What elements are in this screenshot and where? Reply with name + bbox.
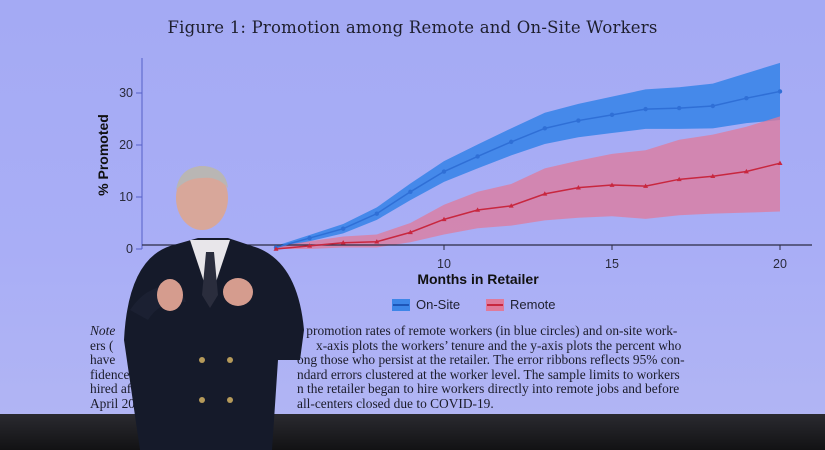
remote-line [275, 162, 781, 250]
on-site-point [307, 235, 312, 241]
note-line-left: hired aft [90, 381, 135, 397]
legend-on-site: On-Site [392, 297, 460, 312]
note-line-right: e promotion rates of remote workers (in … [297, 323, 678, 338]
note-line-left: ers ( [90, 337, 114, 353]
on-site-point [341, 226, 346, 231]
on-site-point [509, 139, 514, 145]
on-site-point [609, 112, 615, 118]
remote-point [676, 176, 682, 182]
on-site-line [275, 90, 781, 249]
on-site-swatch-icon [392, 298, 410, 311]
remote-confidence-band [276, 116, 780, 250]
on-site-point [777, 89, 783, 94]
note-line-left: fidence i [90, 366, 137, 382]
note-line-right: ong those who persist at the retailer. T… [297, 352, 685, 368]
x-tick-label: 20 [773, 257, 787, 271]
note-line-left: April 202 [90, 396, 142, 411]
remote-point [508, 203, 514, 208]
x-axis-label: Months in Retailer [417, 271, 539, 287]
remote-point [475, 207, 481, 212]
remote-point [777, 160, 783, 165]
note-line-left: have [90, 352, 116, 368]
note-line-right: ndard errors clustered at the worker lev… [297, 366, 680, 382]
note-line-right: n the retailer began to hire workers dir… [297, 381, 680, 397]
y-axis-label: % Promoted [95, 114, 111, 196]
remote-point [542, 191, 548, 196]
legend-remote: Remote [486, 297, 556, 312]
remote-point [575, 185, 581, 190]
presenter [124, 166, 304, 450]
on-site-point [408, 189, 413, 194]
note-line-left: Note [90, 323, 116, 338]
remote-point [273, 246, 279, 251]
on-site-point [643, 106, 648, 112]
promotion-chart: 0 10 20 30 10 15 20 % Promoted Months in Retai… [95, 58, 812, 287]
on-site-point [710, 103, 715, 109]
y-tick-label: 20 [119, 138, 133, 152]
x-tick-label: 15 [605, 257, 619, 271]
y-tick-label: 30 [119, 86, 133, 100]
remote-point [710, 173, 716, 178]
remote-point [307, 243, 313, 248]
remote-point [643, 183, 649, 188]
on-site-point [744, 96, 749, 101]
legend-label: Remote [510, 297, 556, 312]
on-site-point [576, 118, 581, 123]
note-line-right: all-centers closed due to COVID-19. [297, 396, 494, 411]
remote-point [609, 182, 615, 187]
remote-point [374, 239, 380, 244]
on-site-point [542, 126, 547, 131]
remote-point [407, 229, 413, 235]
x-tick-label: 10 [437, 257, 451, 271]
on-site-point [374, 211, 379, 216]
legend-label: On-Site [416, 297, 461, 312]
y-tick-label: 0 [126, 242, 133, 256]
remote-point [441, 216, 447, 222]
y-tick-label: 10 [119, 190, 133, 204]
note-line-right: x-axis plots the workers’ tenure and the… [316, 337, 682, 353]
remote-point [340, 240, 346, 245]
remote-point [743, 168, 749, 174]
on-site-point [475, 154, 480, 159]
figure-title: Figure 1: Promotion among Remote and On-… [167, 18, 658, 37]
remote-swatch-icon [486, 298, 504, 311]
on-site-point [677, 105, 682, 111]
on-site-point [441, 169, 447, 174]
